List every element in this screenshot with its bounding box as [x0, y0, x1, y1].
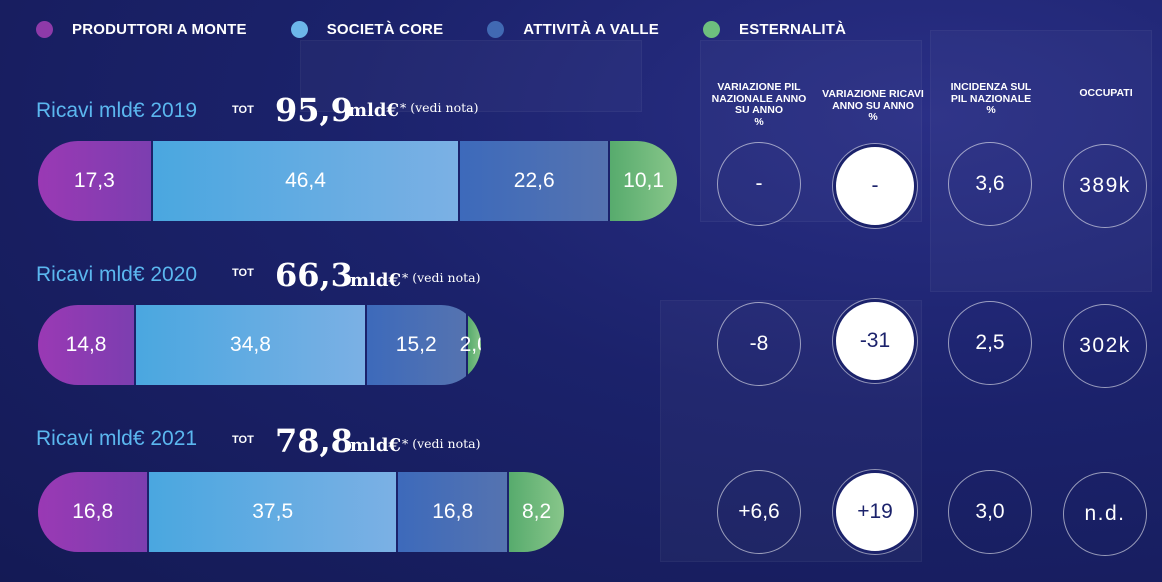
incidenza-2021: 3,0 — [948, 470, 1032, 554]
header-line: % — [754, 115, 764, 128]
unit-label: mld€ — [350, 435, 401, 456]
legend-dot-icon — [487, 20, 505, 38]
legend-label: SOCIETÀ CORE — [326, 20, 444, 38]
legend-label: ATTIVITÀ A VALLE — [523, 20, 659, 38]
legend-item-esternalita: ESTERNALITÀ — [703, 16, 846, 42]
incidenza-2019: 3,6 — [948, 142, 1032, 226]
pil-var-2019: - — [717, 142, 801, 226]
background-panel — [300, 40, 642, 112]
total-value-2020: 66,3 — [275, 256, 353, 294]
header-line: ANNO SU ANNO — [832, 99, 914, 112]
ricavi-var-2020: -31 — [833, 299, 917, 383]
header-line: % — [986, 104, 996, 116]
background-panel — [930, 30, 1152, 292]
total-value-2021: 78,8 — [275, 422, 353, 460]
legend-item-valle: ATTIVITÀ A VALLE — [487, 16, 659, 42]
legend: PRODUTTORI A MONTE SOCIETÀ CORE ATTIVITÀ… — [36, 16, 890, 42]
stacked-bar-2021: 16,8 37,5 16,8 8,2 — [38, 472, 564, 552]
total-value-2019: 95,9 — [275, 91, 353, 129]
bar-segment-valle: 22,6 — [460, 141, 611, 221]
row-label-2021: Ricavi mld€ 2021 — [36, 427, 198, 450]
header-incidenza: INCIDENZA SUL PIL NAZIONALE % — [936, 81, 1046, 117]
bar-segment-valle: 16,8 — [398, 472, 510, 552]
bar-segment-core: 37,5 — [149, 472, 398, 552]
unit-label: mld€ — [348, 100, 399, 121]
header-variazione-pil: VARIAZIONE PIL NAZIONALE ANNO SU ANNO % — [704, 81, 814, 128]
pil-var-2020: -8 — [717, 302, 801, 386]
unit-label: mld€ — [350, 270, 401, 291]
occupati-2020: 302k — [1063, 304, 1147, 388]
stacked-bar-2020: 14,8 34,8 15,2 2,0 — [38, 305, 481, 385]
bar-segment-produttori: 17,3 — [38, 141, 153, 221]
bar-segment-core: 34,8 — [136, 305, 367, 385]
bar-segment-esternalita: 2,0 — [460, 305, 481, 385]
header-line: % — [868, 111, 878, 123]
legend-dot-icon — [703, 20, 720, 38]
header-line: OCCUPATI — [1079, 87, 1133, 99]
header-line: SU ANNO — [734, 104, 784, 116]
stacked-bar-2019: 17,3 46,4 22,6 10,1 — [38, 141, 678, 221]
legend-label: ESTERNALITÀ — [739, 20, 847, 38]
background-panel — [660, 300, 922, 562]
ricavi-var-2019: - — [833, 144, 917, 228]
bar-segment-produttori: 14,8 — [38, 305, 137, 385]
header-occupati: OCCUPATI — [1051, 87, 1161, 100]
header-line: VARIAZIONE PIL — [717, 81, 801, 93]
note-label: * (vedi nota) — [400, 100, 479, 115]
note-label: * (vedi nota) — [402, 436, 481, 451]
incidenza-2020: 2,5 — [948, 301, 1032, 385]
ricavi-var-2021: +19 — [833, 470, 917, 554]
header-line: PIL NAZIONALE — [950, 92, 1032, 105]
tot-label: TOT — [232, 267, 254, 279]
row-label-2020: Ricavi mld€ 2020 — [36, 263, 198, 286]
legend-item-produttori: PRODUTTORI A MONTE — [36, 16, 247, 42]
bar-segment-core: 46,4 — [152, 141, 461, 221]
header-line: VARIAZIONE RICAVI — [822, 88, 924, 100]
bar-segment-esternalita: 10,1 — [610, 141, 678, 221]
legend-dot-icon — [290, 20, 308, 38]
header-variazione-ricavi: VARIAZIONE RICAVI ANNO SU ANNO % — [818, 88, 928, 124]
header-line: INCIDENZA SUL — [950, 81, 1032, 93]
background-panel — [700, 40, 922, 222]
bar-segment-valle: 15,2 — [366, 305, 468, 385]
legend-label: PRODUTTORI A MONTE — [72, 20, 247, 38]
legend-dot-icon — [36, 20, 53, 38]
legend-item-core: SOCIETÀ CORE — [290, 16, 444, 42]
row-label-2019: Ricavi mld€ 2019 — [36, 99, 198, 122]
bar-segment-produttori: 16,8 — [38, 472, 150, 552]
occupati-2021: n.d. — [1063, 472, 1147, 556]
header-line: NAZIONALE ANNO — [711, 92, 807, 105]
pil-var-2021: +6,6 — [717, 470, 801, 554]
bar-segment-esternalita: 8,2 — [509, 472, 564, 552]
occupati-2019: 389k — [1063, 144, 1147, 228]
tot-label: TOT — [232, 434, 254, 446]
note-label: * (vedi nota) — [402, 270, 481, 285]
tot-label: TOT — [232, 104, 254, 116]
